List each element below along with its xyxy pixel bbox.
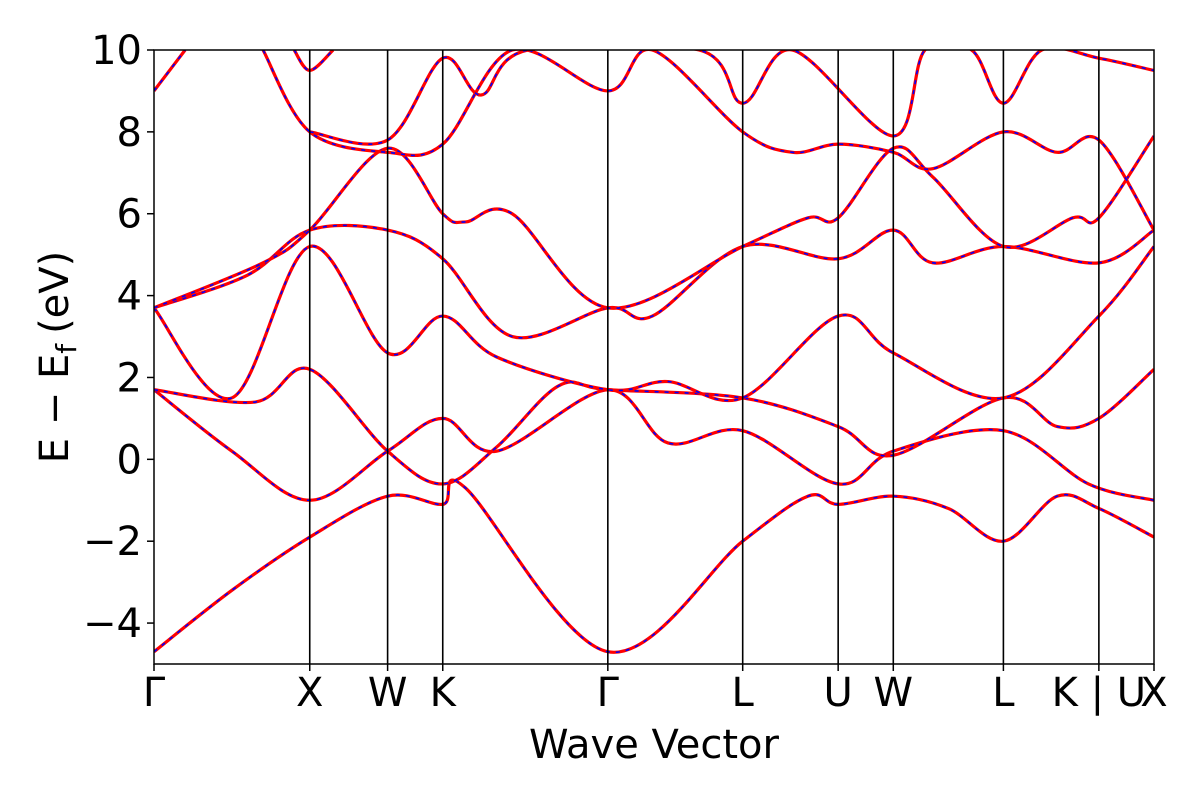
y-axis-title: E − Ef (eV)	[32, 251, 83, 464]
band-5-dashed-overlay	[154, 224, 1154, 339]
y-axis-title-main: E − E	[32, 354, 78, 464]
band-6-dashed-overlay	[154, 135, 1154, 309]
y-tick-label: −4	[83, 601, 142, 647]
band-1-line	[154, 478, 1154, 654]
y-tick-label: 10	[91, 28, 142, 74]
y-axis-title-unit: (eV)	[32, 251, 78, 334]
band-8-dashed-overlay	[309, 50, 1154, 145]
y-tick-label: 2	[117, 355, 142, 401]
x-tick-label: L	[732, 670, 755, 716]
band-7-dashed-overlay	[262, 50, 1154, 231]
x-axis-title: Wave Vector	[529, 722, 780, 768]
x-tick-label: Γ	[597, 670, 620, 716]
x-tick-label: K | U	[1052, 670, 1146, 716]
x-tick-label: K	[430, 670, 458, 716]
x-tick-label: Γ	[143, 670, 166, 716]
y-tick-label: 8	[117, 110, 142, 156]
band-4-dashed-overlay	[154, 245, 1154, 402]
x-tick-label: X	[296, 670, 323, 716]
x-tick-label: W	[874, 670, 914, 716]
high-symmetry-lines	[308, 50, 1100, 664]
x-tick-label: X	[1140, 670, 1167, 716]
band-9-dashed-overlay	[154, 50, 186, 92]
x-tick-label: U	[824, 670, 853, 716]
plot-frame	[153, 49, 1155, 665]
x-tick-label: L	[992, 670, 1015, 716]
y-tick-label: −2	[83, 519, 142, 565]
band-2-dashed-overlay	[154, 388, 1154, 502]
x-tick-label: W	[368, 670, 408, 716]
y-tick-label: 0	[117, 437, 142, 483]
band-7-line	[261, 50, 1154, 231]
y-tick-label: 6	[117, 192, 142, 238]
y-axis-ticks: −4 −2 0 2 4 6 8 10	[83, 28, 154, 647]
y-axis-title-subscript: f	[50, 343, 83, 354]
band-8-line	[309, 50, 1154, 146]
y-tick-label: 4	[117, 274, 142, 320]
